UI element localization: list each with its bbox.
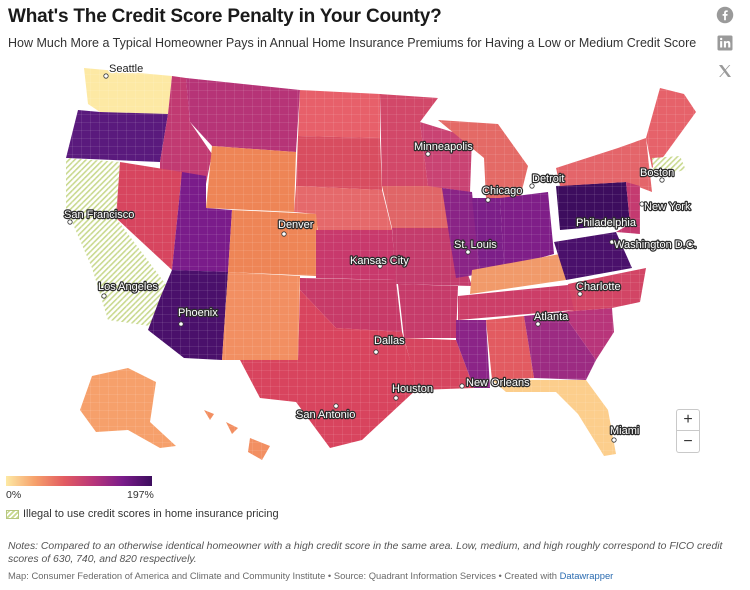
region-north-dakota bbox=[298, 90, 380, 138]
city-label: New York bbox=[644, 201, 691, 213]
region-hawaii bbox=[204, 410, 270, 460]
hatch-swatch bbox=[6, 510, 19, 519]
linkedin-icon[interactable] bbox=[716, 34, 734, 52]
city-label: New Orleans bbox=[466, 377, 530, 389]
city-label: Miami bbox=[610, 425, 639, 437]
chart-subtitle: How Much More a Typical Homeowner Pays i… bbox=[8, 36, 697, 50]
city-label: Dallas bbox=[374, 335, 405, 347]
region-alaska bbox=[80, 368, 176, 448]
city-dot bbox=[577, 291, 583, 297]
city-dot bbox=[535, 321, 541, 327]
city-dot bbox=[529, 183, 535, 189]
chart-title: What's The Credit Score Penalty in Your … bbox=[8, 6, 442, 27]
region-arkansas bbox=[398, 284, 458, 338]
city-label: St. Louis bbox=[454, 239, 497, 251]
city-dot bbox=[333, 403, 339, 409]
city-dot bbox=[611, 437, 617, 443]
x-icon[interactable] bbox=[716, 62, 734, 80]
city-dot bbox=[101, 293, 107, 299]
city-label: Boston bbox=[640, 167, 674, 179]
hatch-legend-label: Illegal to use credit scores in home ins… bbox=[23, 508, 279, 520]
region-iowa bbox=[382, 186, 452, 228]
region-florida bbox=[492, 380, 616, 456]
city-dot bbox=[281, 231, 287, 237]
datawrapper-link[interactable]: Datawrapper bbox=[559, 570, 614, 581]
map-svg[interactable]: Seattle San Francisco Los Angeles Phoeni… bbox=[0, 58, 750, 468]
city-label: Kansas City bbox=[350, 255, 409, 267]
city-label: Charlotte bbox=[576, 281, 621, 293]
source-line: Map: Consumer Federation of America and … bbox=[8, 570, 613, 581]
city-label: Washington D.C. bbox=[614, 239, 697, 251]
city-dot bbox=[373, 349, 379, 355]
city-dot bbox=[459, 383, 465, 389]
facebook-icon[interactable] bbox=[716, 6, 734, 24]
city-dot bbox=[178, 321, 184, 327]
us-county-choropleth-map[interactable]: Seattle San Francisco Los Angeles Phoeni… bbox=[0, 58, 750, 468]
zoom-in-button[interactable]: + bbox=[676, 409, 700, 431]
city-label: Seattle bbox=[109, 63, 143, 75]
city-label: Phoenix bbox=[178, 307, 218, 319]
city-label: San Antonio bbox=[296, 409, 355, 421]
city-label: Philadelphia bbox=[576, 217, 637, 229]
region-montana bbox=[186, 78, 300, 152]
city-dot bbox=[485, 197, 491, 203]
city-label: San Francisco bbox=[64, 209, 134, 221]
city-dot bbox=[623, 217, 629, 223]
region-new-england bbox=[646, 88, 696, 168]
region-south-dakota bbox=[296, 136, 382, 190]
city-dot bbox=[103, 73, 109, 79]
city-dot bbox=[639, 201, 645, 207]
color-scale-legend bbox=[6, 476, 152, 486]
city-label: Houston bbox=[392, 383, 433, 395]
city-label: Los Angeles bbox=[98, 281, 158, 293]
city-label: Denver bbox=[278, 219, 314, 231]
chart-notes: Notes: Compared to an otherwise identica… bbox=[8, 541, 723, 565]
region-wyoming bbox=[206, 146, 296, 212]
city-dot bbox=[465, 249, 471, 255]
zoom-out-button[interactable]: − bbox=[676, 431, 700, 453]
city-dot bbox=[609, 239, 615, 245]
city-markers: Seattle San Francisco Los Angeles Phoeni… bbox=[63, 62, 698, 443]
region-oregon bbox=[66, 110, 168, 162]
city-label: Atlanta bbox=[534, 311, 569, 323]
city-label: Detroit bbox=[532, 173, 564, 185]
city-dot bbox=[377, 263, 383, 269]
city-label: Chicago bbox=[482, 185, 522, 197]
source-text: Map: Consumer Federation of America and … bbox=[8, 570, 560, 581]
region-new-mexico bbox=[222, 272, 300, 360]
legend-min-label: 0% bbox=[6, 489, 22, 501]
city-dot bbox=[393, 395, 399, 401]
city-label: Minneapolis bbox=[414, 141, 473, 153]
city-dot bbox=[659, 177, 665, 183]
legend-max-label: 197% bbox=[127, 489, 154, 501]
city-dot bbox=[67, 219, 73, 225]
city-dot bbox=[425, 151, 431, 157]
